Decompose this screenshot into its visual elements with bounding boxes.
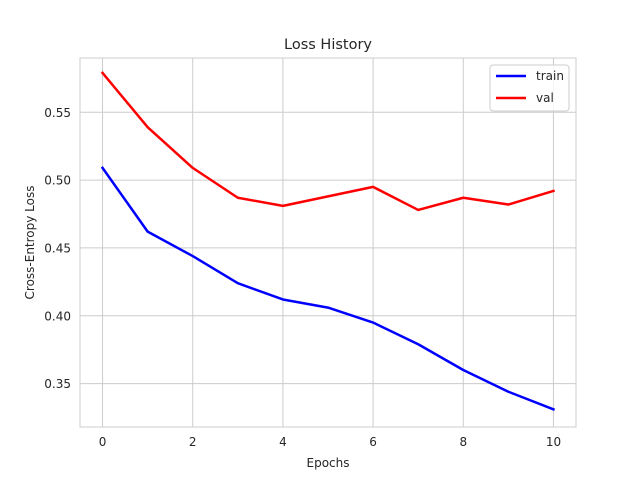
tick-layer: 0 2 4 6 8 10 0.35 0.40 0.45 0.50 0.55: [44, 106, 561, 449]
plot-area: [79, 57, 577, 428]
x-axis-label: Epochs: [307, 456, 350, 470]
grid-layer: [80, 58, 576, 427]
y-tick-label: 0.45: [44, 241, 71, 255]
series-line-val: [100, 71, 556, 212]
legend: train val: [489, 64, 570, 112]
x-tick-label: 6: [369, 435, 377, 449]
x-tick-label: 8: [459, 435, 467, 449]
x-tick-label: 4: [279, 435, 287, 449]
x-tick-label: 2: [189, 435, 197, 449]
y-tick-label: 0.35: [44, 377, 71, 391]
series-layer: [100, 71, 556, 411]
legend-label-train: train: [536, 69, 564, 83]
y-axis-label: Cross-Entropy Loss: [23, 186, 37, 300]
series-line-train: [100, 166, 556, 411]
legend-label-val: val: [536, 91, 554, 105]
x-tick-label: 0: [99, 435, 107, 449]
y-tick-label: 0.55: [44, 106, 71, 120]
y-tick-label: 0.40: [44, 309, 71, 323]
y-tick-label: 0.50: [44, 174, 71, 188]
x-tick-label: 10: [546, 435, 561, 449]
chart-title: Loss History: [284, 37, 372, 53]
